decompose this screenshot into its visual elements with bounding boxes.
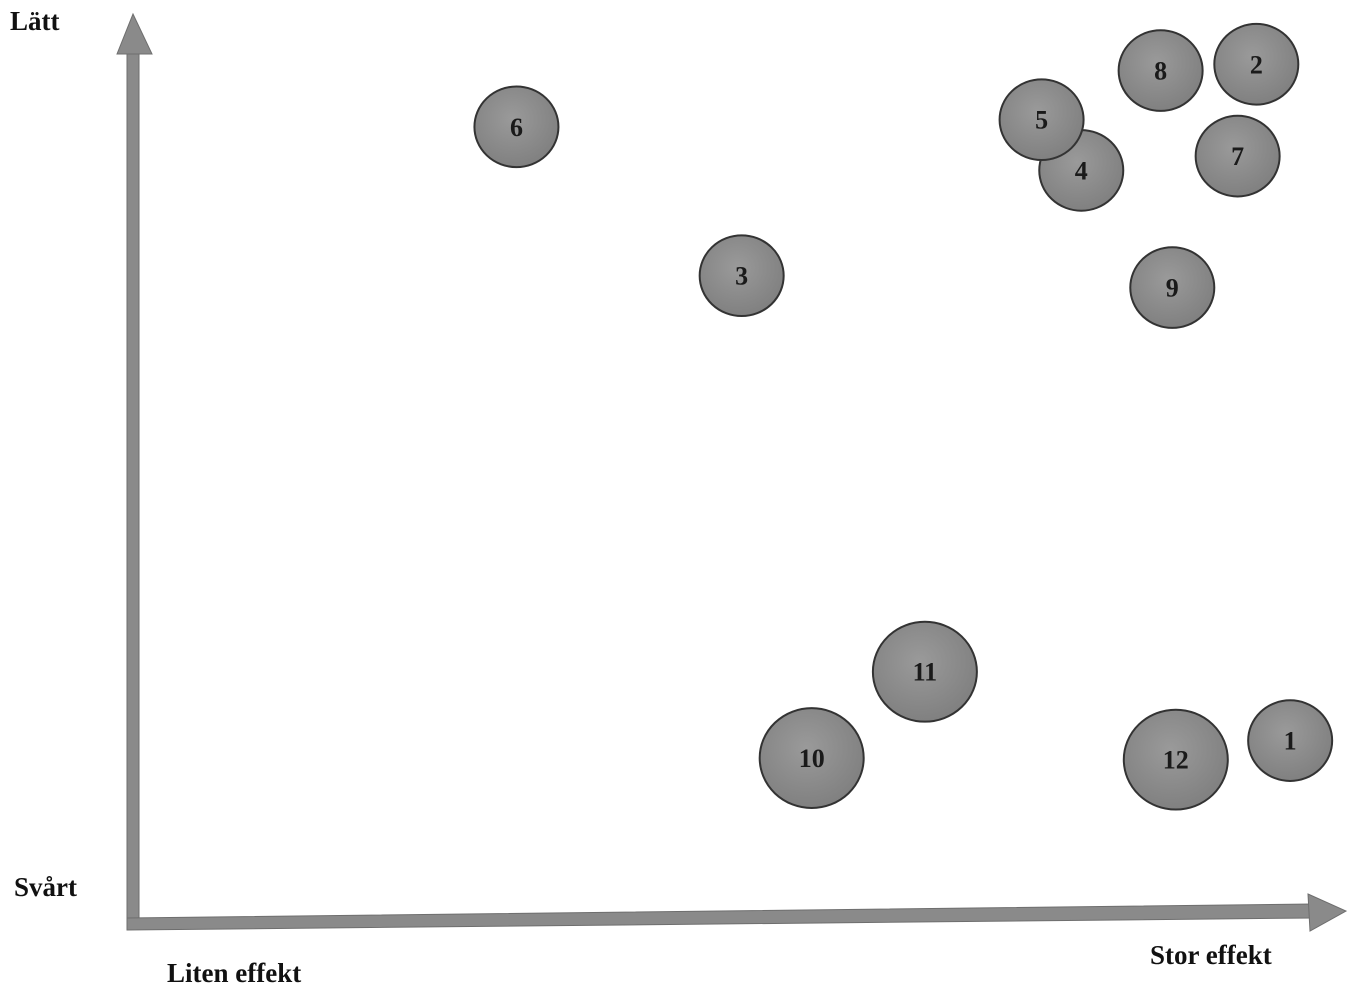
point-circle-7	[1194, 114, 1281, 198]
point-label-7: 7	[1231, 142, 1244, 171]
point-label-12: 12	[1163, 746, 1189, 775]
point-label-2: 2	[1250, 50, 1263, 79]
point-label-6: 6	[510, 113, 523, 142]
y-axis-bottom-label: Svårt	[14, 872, 77, 902]
point-5: 5	[998, 78, 1085, 162]
point-6: 6	[473, 85, 560, 169]
y-axis-top-label: Lätt	[10, 6, 60, 36]
x-axis	[126, 893, 1348, 932]
y-axis-arrowhead	[116, 12, 153, 55]
point-label-4: 4	[1075, 156, 1088, 185]
x-axis-arrowhead	[1307, 893, 1348, 932]
point-10: 10	[758, 707, 865, 809]
point-label-9: 9	[1166, 274, 1179, 303]
point-11: 11	[871, 620, 978, 723]
point-12: 12	[1122, 708, 1229, 811]
y-axis	[116, 12, 153, 929]
point-3: 3	[698, 234, 785, 318]
point-label-11: 11	[913, 658, 938, 687]
point-circle-1	[1247, 699, 1334, 782]
point-circle-3	[698, 234, 785, 318]
point-circle-9	[1129, 246, 1216, 329]
point-circle-6	[473, 85, 560, 169]
point-9: 9	[1129, 246, 1216, 329]
point-2: 2	[1213, 22, 1300, 106]
point-label-8: 8	[1154, 57, 1167, 86]
point-1: 1	[1247, 699, 1334, 782]
point-circle-10	[758, 707, 865, 809]
point-circle-12	[1122, 708, 1229, 811]
x-axis-left-label: Liten effekt	[167, 958, 301, 988]
point-label-10: 10	[799, 744, 825, 773]
point-7: 7	[1194, 114, 1281, 198]
point-8: 8	[1117, 29, 1204, 112]
point-label-5: 5	[1035, 106, 1048, 135]
point-circle-5	[998, 78, 1085, 162]
x-axis-right-label: Stor effekt	[1150, 940, 1272, 970]
point-circle-11	[871, 620, 978, 723]
point-label-1: 1	[1284, 727, 1297, 756]
point-circle-8	[1117, 29, 1204, 112]
point-label-3: 3	[735, 262, 748, 291]
point-circle-2	[1213, 22, 1300, 106]
